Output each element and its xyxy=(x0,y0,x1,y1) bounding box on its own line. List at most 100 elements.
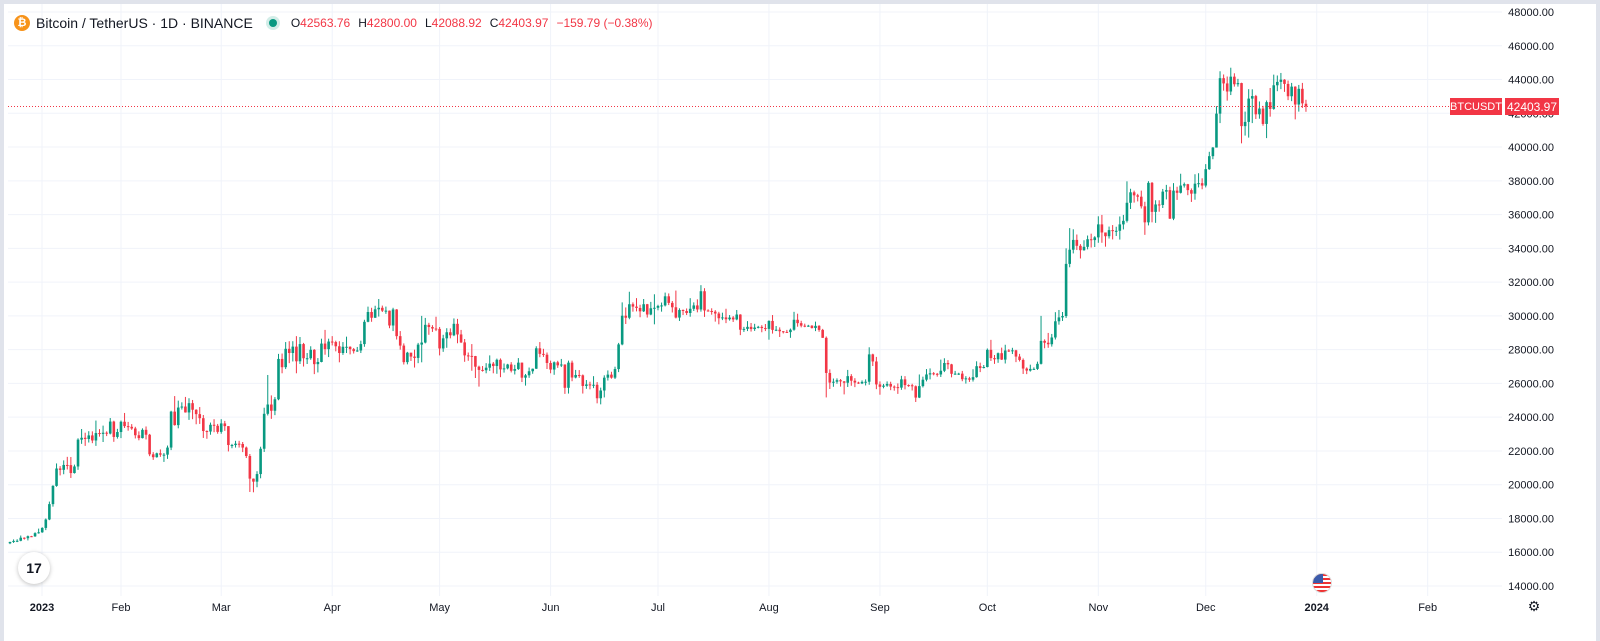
candle-body[interactable] xyxy=(151,454,155,458)
candle-body[interactable] xyxy=(431,327,434,329)
candle-body[interactable] xyxy=(287,348,291,354)
candle-body[interactable] xyxy=(216,425,219,432)
candle-body[interactable] xyxy=(270,404,273,411)
candle-body[interactable] xyxy=(438,328,441,349)
market-status-icon[interactable] xyxy=(268,19,277,27)
candle-body[interactable] xyxy=(1018,356,1021,360)
candle-body[interactable] xyxy=(73,466,76,474)
candle-body[interactable] xyxy=(484,367,488,371)
candle-body[interactable] xyxy=(803,325,807,327)
candle-body[interactable] xyxy=(635,306,638,308)
candle-body[interactable] xyxy=(187,403,191,413)
candle-body[interactable] xyxy=(871,354,875,362)
candle-body[interactable] xyxy=(255,474,259,482)
candle-body[interactable] xyxy=(1136,195,1139,197)
candle-body[interactable] xyxy=(1021,359,1025,369)
candle-body[interactable] xyxy=(617,344,620,370)
candle-body[interactable] xyxy=(1143,206,1147,223)
candle-body[interactable] xyxy=(26,536,30,539)
candle-body[interactable] xyxy=(359,344,363,351)
candle-body[interactable] xyxy=(51,485,55,505)
candle-body[interactable] xyxy=(284,348,287,368)
candle-body[interactable] xyxy=(55,468,58,486)
candle-body[interactable] xyxy=(262,413,266,449)
candle-body[interactable] xyxy=(298,344,302,362)
candle-body[interactable] xyxy=(692,305,696,309)
candle-body[interactable] xyxy=(807,325,810,327)
candle-body[interactable] xyxy=(796,319,799,324)
candle-body[interactable] xyxy=(234,443,237,446)
candle-body[interactable] xyxy=(1111,230,1114,232)
candle-body[interactable] xyxy=(1243,121,1247,127)
candle-body[interactable] xyxy=(1301,88,1304,104)
candle-body[interactable] xyxy=(853,380,857,383)
candle-body[interactable] xyxy=(542,353,545,355)
candle-body[interactable] xyxy=(1154,204,1157,212)
candle-body[interactable] xyxy=(395,309,398,337)
candle-body[interactable] xyxy=(892,386,896,388)
candle-body[interactable] xyxy=(860,381,864,384)
candle-body[interactable] xyxy=(241,444,244,448)
candle-body[interactable] xyxy=(943,362,946,371)
candle-body[interactable] xyxy=(706,310,710,312)
candle-body[interactable] xyxy=(710,310,713,312)
candle-body[interactable] xyxy=(459,334,463,343)
candle-body[interactable] xyxy=(198,414,202,419)
candle-body[interactable] xyxy=(577,374,581,376)
candle-body[interactable] xyxy=(957,373,960,375)
candle-body[interactable] xyxy=(817,325,821,330)
candle-body[interactable] xyxy=(23,537,26,539)
candle-body[interactable] xyxy=(184,406,187,413)
candle-body[interactable] xyxy=(756,326,760,328)
candle-body[interactable] xyxy=(162,454,166,456)
candle-body[interactable] xyxy=(126,426,130,428)
candle-body[interactable] xyxy=(1097,224,1100,238)
candle-body[interactable] xyxy=(1100,224,1104,233)
candle-body[interactable] xyxy=(939,370,943,375)
candle-body[interactable] xyxy=(40,527,44,533)
candle-body[interactable] xyxy=(857,382,860,384)
candle-body[interactable] xyxy=(549,362,552,370)
candle-body[interactable] xyxy=(864,381,867,383)
candle-body[interactable] xyxy=(1204,169,1208,186)
candle-body[interactable] xyxy=(878,384,882,387)
candle-body[interactable] xyxy=(141,429,144,439)
candle-body[interactable] xyxy=(48,504,51,520)
candle-body[interactable] xyxy=(907,385,910,387)
candle-body[interactable] xyxy=(323,343,327,350)
candle-body[interactable] xyxy=(832,381,835,383)
candle-body[interactable] xyxy=(971,377,975,380)
candle-body[interactable] xyxy=(463,342,466,356)
candle-body[interactable] xyxy=(663,296,667,306)
candle-body[interactable] xyxy=(642,304,645,312)
candle-body[interactable] xyxy=(316,361,320,365)
candle-body[interactable] xyxy=(781,331,785,333)
candle-body[interactable] xyxy=(1025,368,1029,371)
candle-body[interactable] xyxy=(1118,224,1122,231)
candle-body[interactable] xyxy=(889,383,892,387)
candle-body[interactable] xyxy=(993,358,996,360)
candle-body[interactable] xyxy=(119,421,123,433)
candle-body[interactable] xyxy=(248,456,252,479)
candle-body[interactable] xyxy=(731,317,735,320)
candle-body[interactable] xyxy=(721,317,724,319)
candle-body[interactable] xyxy=(531,368,534,372)
candle-body[interactable] xyxy=(8,541,12,544)
candle-body[interactable] xyxy=(653,307,656,309)
candle-body[interactable] xyxy=(202,418,205,432)
candle-body[interactable] xyxy=(946,362,950,365)
candle-body[interactable] xyxy=(717,313,721,319)
candle-body[interactable] xyxy=(1225,83,1229,92)
candle-body[interactable] xyxy=(814,325,817,329)
candle-body[interactable] xyxy=(975,366,978,378)
candle-body[interactable] xyxy=(1286,83,1290,97)
candle-body[interactable] xyxy=(1276,81,1279,86)
candle-body[interactable] xyxy=(1161,191,1165,205)
candle-body[interactable] xyxy=(466,355,470,357)
candle-body[interactable] xyxy=(789,329,792,333)
candle-body[interactable] xyxy=(867,354,871,382)
candle-body[interactable] xyxy=(506,364,509,369)
candle-body[interactable] xyxy=(903,379,907,386)
candle-body[interactable] xyxy=(1089,239,1093,241)
